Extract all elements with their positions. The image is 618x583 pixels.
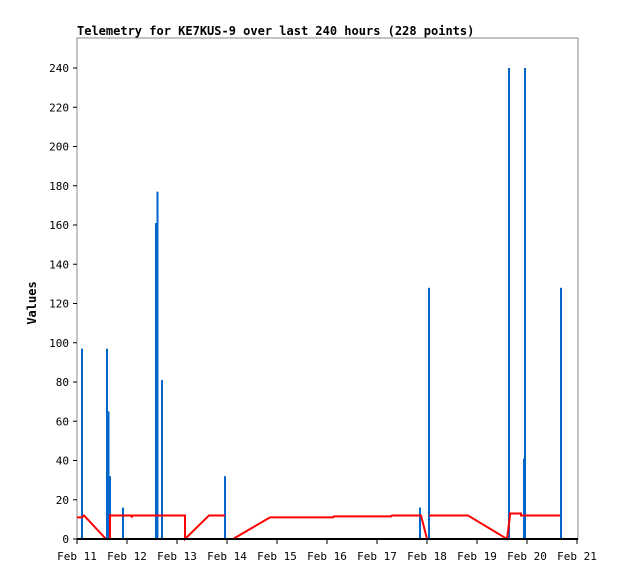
line-segment <box>77 514 225 542</box>
y-tick-label: 80 <box>56 376 69 389</box>
x-tick-label: Feb 19 <box>457 550 497 563</box>
bar-series <box>81 68 562 539</box>
bar <box>161 380 163 539</box>
bar <box>109 476 111 539</box>
chart-title: Telemetry for KE7KUS-9 over last 240 hou… <box>77 24 474 38</box>
line-segment <box>232 514 428 540</box>
x-tick-label: Feb 21 <box>557 550 597 563</box>
y-axis-label: Values <box>25 281 39 324</box>
bar <box>81 348 83 539</box>
y-tick-label: 60 <box>56 415 69 428</box>
x-tick-label: Feb 20 <box>507 550 547 563</box>
bar <box>122 507 124 539</box>
y-tick-label: 240 <box>49 62 69 75</box>
line-segment <box>429 512 560 541</box>
x-tick-label: Feb 11 <box>57 550 97 563</box>
bar <box>428 287 430 539</box>
bar <box>560 287 562 539</box>
y-tick-label: 200 <box>49 141 69 154</box>
bar <box>107 411 110 539</box>
line-series <box>77 512 560 542</box>
y-tick-label: 20 <box>56 494 69 507</box>
y-tick-label: 160 <box>49 219 69 232</box>
x-tick-label: Feb 17 <box>357 550 397 563</box>
y-tick-label: 40 <box>56 455 69 468</box>
y-tick-label: 120 <box>49 298 69 311</box>
bar <box>524 68 526 539</box>
y-tick-label: 140 <box>49 258 69 271</box>
bar <box>106 348 108 539</box>
bar <box>155 223 157 539</box>
x-tick-label: Feb 12 <box>107 550 147 563</box>
bar <box>508 68 510 539</box>
y-tick-label: 220 <box>49 101 69 114</box>
bar <box>419 507 421 539</box>
x-tick-label: Feb 16 <box>307 550 347 563</box>
y-tick-label: 100 <box>49 337 69 350</box>
x-tick-label: Feb 15 <box>257 550 297 563</box>
y-ticks: 0 20 40 60 80 100 120 140 160 180 200 220 240 <box>49 62 77 546</box>
y-tick-label: 0 <box>62 533 69 546</box>
plot-frame <box>76 37 579 540</box>
y-tick-label: 180 <box>49 180 69 193</box>
x-ticks: Feb 11 Feb 12 Feb 13 Feb 14 Feb 15 Feb 16 Feb … <box>57 539 597 563</box>
bar <box>156 191 159 539</box>
x-tick-label: Feb 14 <box>207 550 247 563</box>
x-tick-label: Feb 18 <box>407 550 447 563</box>
x-tick-label: Feb 13 <box>157 550 197 563</box>
bar <box>224 476 226 539</box>
